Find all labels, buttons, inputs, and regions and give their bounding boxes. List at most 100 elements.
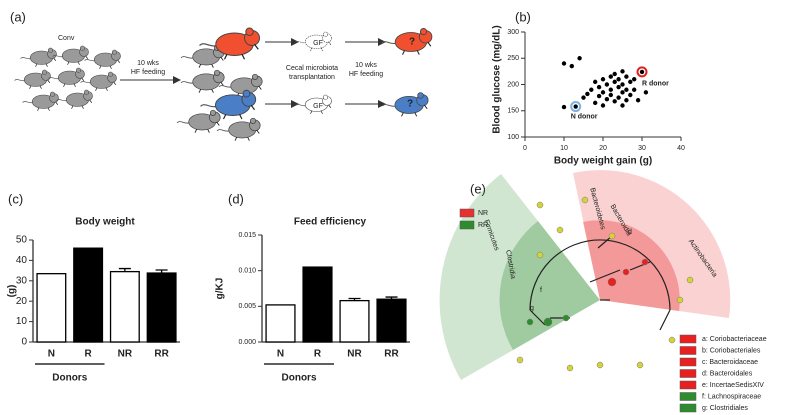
point — [569, 63, 574, 69]
point — [593, 100, 598, 106]
point — [624, 74, 629, 79]
y-tick-label: 0.005 — [238, 303, 256, 310]
y-tick-label: 100 — [507, 134, 519, 141]
panel-label: (a) — [10, 9, 26, 24]
chart-title: Body weight — [75, 217, 135, 228]
y-tick-label: 0.000 — [238, 339, 256, 346]
x-tick-label: N — [277, 349, 284, 360]
legend-label: RR — [478, 222, 488, 229]
point — [612, 71, 617, 77]
point — [616, 77, 621, 82]
legend-label: NR — [478, 210, 488, 217]
legend-swatch — [679, 357, 697, 367]
point — [635, 98, 641, 103]
error-bar — [385, 296, 398, 300]
x-tick-label: R — [314, 349, 322, 360]
y-tick-label: 200 — [507, 81, 519, 88]
x-tick-label: 30 — [638, 145, 646, 152]
y-tick-label: 20 — [16, 296, 28, 307]
chart-title: Feed efficiency — [294, 217, 367, 228]
legend-swatch — [679, 334, 697, 344]
point — [604, 82, 610, 87]
clade-sector — [499, 221, 600, 350]
point — [596, 93, 602, 99]
point — [589, 87, 594, 92]
legend-label: c: Bacteroidaceae — [702, 359, 758, 366]
point — [608, 74, 613, 79]
tree — [529, 235, 671, 331]
legend-swatch — [679, 369, 697, 378]
bar — [73, 247, 104, 343]
bar — [302, 266, 333, 343]
mouse-group — [14, 45, 121, 112]
y-tick-label: 0.010 — [238, 268, 256, 275]
point — [620, 103, 625, 108]
point — [561, 61, 567, 66]
highlight-ring — [636, 66, 648, 78]
bar — [265, 304, 296, 343]
x-tick-label: 40 — [677, 145, 685, 152]
clade-sector — [583, 220, 680, 311]
legend-swatch — [459, 208, 475, 218]
error-bar — [118, 267, 131, 272]
bar — [146, 272, 177, 343]
point — [600, 90, 606, 95]
label: ? — [407, 99, 413, 110]
point — [624, 87, 629, 92]
x-axis-label: Body weight gain (g) — [554, 156, 652, 167]
panel-label: (e) — [470, 181, 486, 196]
point — [596, 84, 602, 90]
point — [628, 92, 633, 98]
point — [573, 104, 578, 109]
point — [620, 82, 625, 87]
label: Conv — [58, 35, 75, 42]
legend-swatch — [679, 392, 697, 401]
y-tick-label: 30 — [16, 275, 28, 286]
point — [585, 91, 590, 97]
label: GF — [313, 40, 323, 47]
legend-label: b: Coriobacteriales — [702, 347, 761, 354]
group-label: Donors — [52, 373, 87, 384]
point — [612, 99, 617, 104]
point — [608, 87, 613, 92]
legend-swatch — [679, 346, 697, 355]
label: HF feeding — [349, 71, 383, 78]
clade-sector — [439, 174, 600, 380]
legend-label: e: IncertaeSedisXIV — [702, 382, 764, 389]
legend-swatch — [459, 220, 475, 230]
point — [620, 90, 625, 95]
label: ? — [409, 37, 415, 48]
point — [600, 77, 606, 82]
annotation: N donor — [571, 113, 598, 120]
point — [577, 56, 582, 61]
point — [643, 90, 649, 95]
point — [593, 79, 598, 85]
panel-label: (d) — [228, 191, 244, 206]
y-axis-label: Blood glucose (mg/dL) — [492, 25, 503, 133]
x-tick-label: N — [48, 349, 55, 360]
label: 10 wks — [137, 60, 159, 67]
point — [620, 69, 625, 74]
legend-swatch — [679, 380, 697, 390]
y-tick-label: 300 — [507, 29, 519, 36]
legend-label: f: Lachnospiraceae — [702, 393, 761, 400]
panel-label: (c) — [8, 191, 23, 206]
point — [561, 104, 567, 110]
mouse-r — [380, 27, 433, 56]
highlight-ring — [570, 101, 582, 113]
point — [616, 95, 621, 100]
label: HF feeding — [131, 69, 165, 76]
x-tick-label: NR — [347, 349, 362, 360]
x-tick-label: 20 — [599, 145, 607, 152]
cladogram: (e) Bacteroidetes Bacteroidia d Actinoba… — [439, 170, 731, 380]
legend-label: a: Coriobacteriaceae — [702, 336, 767, 343]
x-tick-label: RR — [154, 349, 169, 360]
y-tick-label: 10 — [16, 316, 28, 327]
clade-label: d — [628, 229, 632, 236]
point — [639, 69, 645, 75]
point — [632, 87, 637, 92]
y-tick-label: 0 — [21, 337, 27, 348]
panel-label: (b) — [515, 9, 531, 24]
point — [632, 77, 637, 82]
